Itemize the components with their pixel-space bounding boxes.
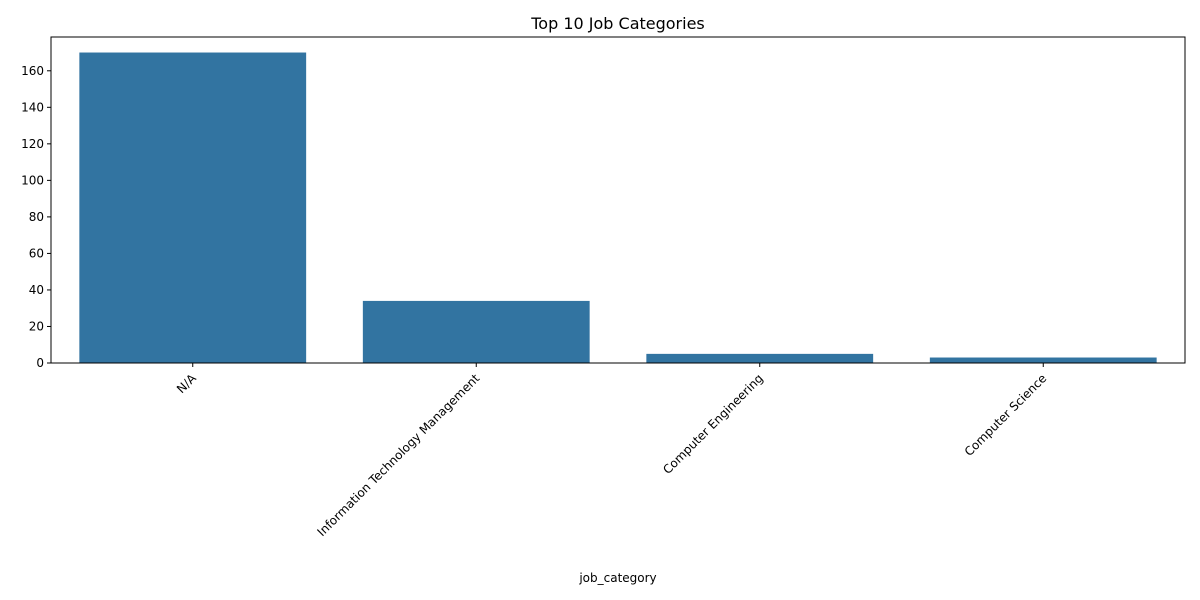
y-tick-label-6: 120 <box>21 137 44 151</box>
y-tick-label-8: 160 <box>21 64 44 78</box>
x-tick-label-3: Computer Science <box>962 371 1050 459</box>
bar-0 <box>79 52 307 364</box>
x-axis: N/A Information Technology Management Comp… <box>174 363 1049 539</box>
y-tick-label-5: 100 <box>21 173 44 187</box>
y-tick-label-2: 40 <box>29 283 44 297</box>
chart-title: Top 10 Job Categories <box>530 14 705 33</box>
x-tick-label-2: Computer Engineering <box>660 371 766 477</box>
y-tick-label-1: 20 <box>29 319 44 333</box>
y-tick-label-3: 60 <box>29 246 44 260</box>
x-tick-label-0: N/A <box>174 371 199 396</box>
x-tick-label-1: Information Technology Management <box>315 371 483 539</box>
bar-3 <box>929 357 1157 363</box>
y-tick-label-7: 140 <box>21 100 44 114</box>
x-axis-label: job_category <box>578 571 656 585</box>
bar-1 <box>362 300 590 363</box>
y-tick-label-0: 0 <box>36 356 44 370</box>
bars-group <box>79 52 1157 364</box>
bar-2 <box>646 353 874 363</box>
y-axis: 0 20 40 60 80 100 120 140 160 <box>21 64 51 370</box>
plot-frame <box>50 36 1186 364</box>
y-tick-label-4: 80 <box>29 210 44 224</box>
